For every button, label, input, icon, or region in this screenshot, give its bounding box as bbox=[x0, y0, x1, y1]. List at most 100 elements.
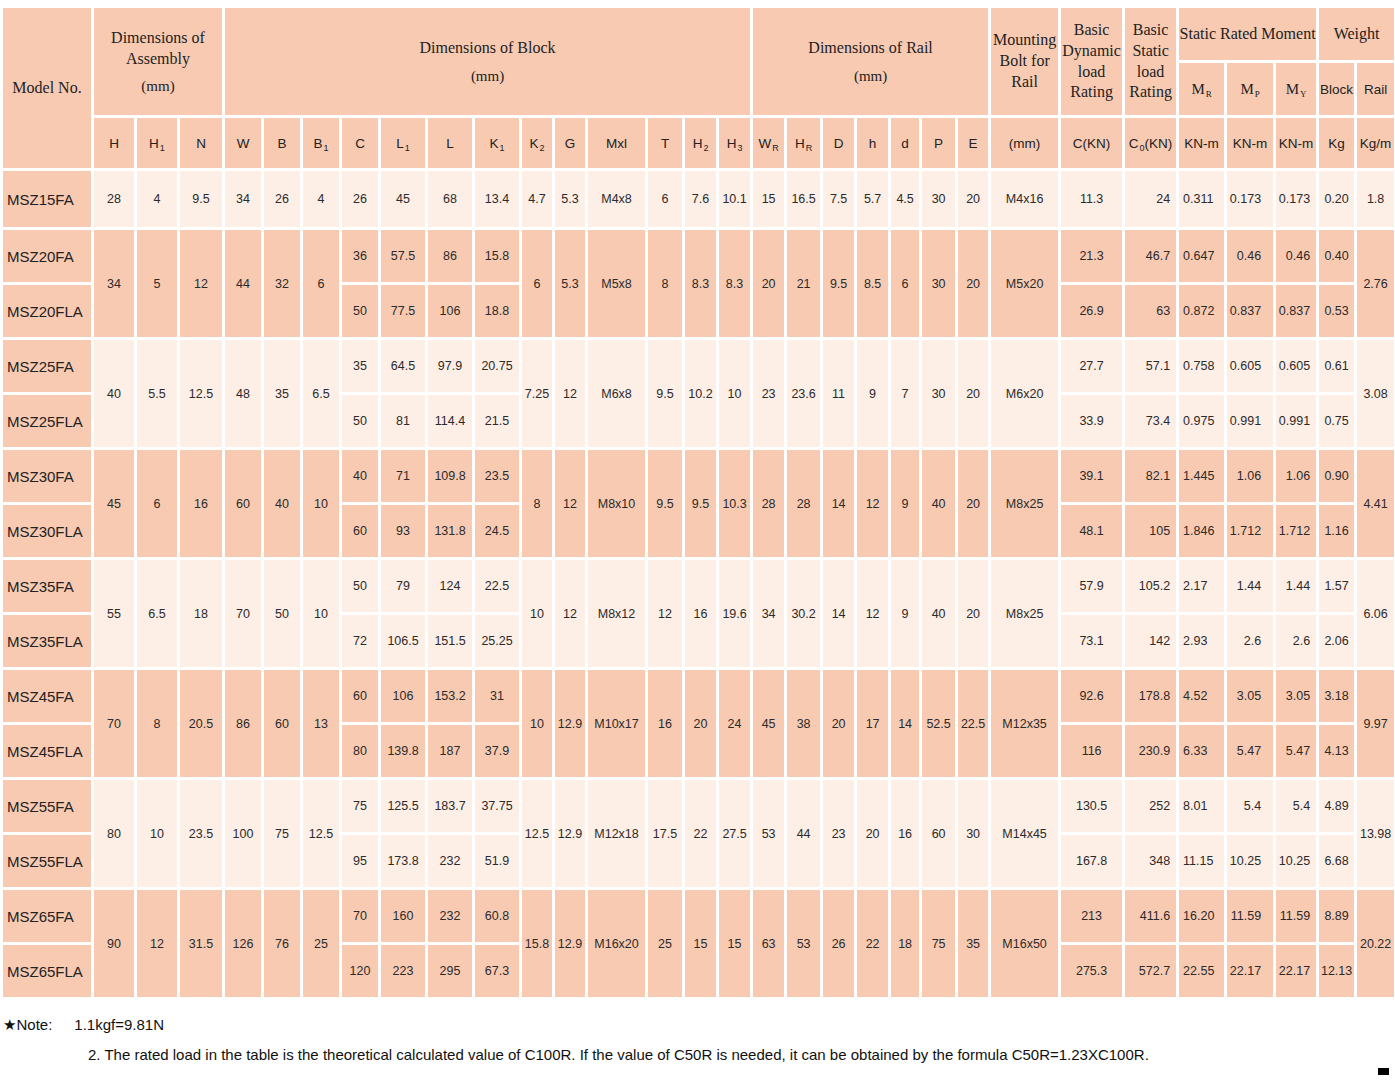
col-label: G bbox=[565, 136, 576, 151]
col-header-kn-m: KN-m bbox=[1227, 118, 1273, 168]
cell-H1: 5 bbox=[137, 230, 177, 337]
cell-rail-weight: 20.22 bbox=[1357, 890, 1394, 997]
cell-K1: 60.8 bbox=[475, 890, 519, 942]
header-row-1: Model No.Dimensions of Assembly(mm)Dimen… bbox=[3, 8, 1394, 60]
cell-T: 12 bbox=[648, 560, 682, 667]
cell-h: 20 bbox=[857, 780, 888, 887]
cell-K1: 21.5 bbox=[475, 395, 519, 447]
cell-L1: 64.5 bbox=[381, 340, 425, 392]
cell-L1: 223 bbox=[381, 945, 425, 997]
cell-C0kn: 411.6 bbox=[1125, 890, 1176, 942]
col-label-sub: 1 bbox=[405, 143, 410, 153]
cell-C0kn: 24 bbox=[1125, 171, 1176, 227]
cell-MR: 0.311 bbox=[1179, 171, 1224, 227]
cell-T: 9.5 bbox=[648, 450, 682, 557]
col-label: H bbox=[727, 136, 737, 151]
cell-WR: 20 bbox=[753, 230, 784, 337]
cell-Ckn: 116 bbox=[1061, 725, 1122, 777]
cell-K2: 8 bbox=[522, 450, 552, 557]
col-label-sub: R bbox=[1206, 89, 1212, 99]
subheader-block: Block bbox=[1319, 63, 1354, 115]
cell-D: 14 bbox=[823, 450, 854, 557]
cell-WR: 53 bbox=[753, 780, 784, 887]
cell-H1: 6 bbox=[137, 450, 177, 557]
cell-L1: 45 bbox=[381, 171, 425, 227]
cell-L1: 106 bbox=[381, 670, 425, 722]
cell-N: 18 bbox=[180, 560, 222, 667]
cell-L1: 57.5 bbox=[381, 230, 425, 282]
col-label-sub: 0 bbox=[1140, 143, 1145, 153]
cell-B1: 10 bbox=[303, 560, 339, 667]
cell-H1: 10 bbox=[137, 780, 177, 887]
cell-G: 12 bbox=[555, 450, 585, 557]
cell-H3: 24 bbox=[719, 670, 750, 777]
col-label: K bbox=[530, 136, 539, 151]
cell-L: 114.4 bbox=[428, 395, 472, 447]
cell-B: 40 bbox=[264, 450, 300, 557]
cell-C0kn: 572.7 bbox=[1125, 945, 1176, 997]
cell-C: 50 bbox=[342, 285, 378, 337]
cell-B: 60 bbox=[264, 670, 300, 777]
col-label-sub: 1 bbox=[324, 143, 329, 153]
cell-L: 232 bbox=[428, 835, 472, 887]
cell-d: 16 bbox=[891, 780, 919, 887]
cell-W: 44 bbox=[225, 230, 261, 337]
note-1: 1.1kgf=9.81N bbox=[74, 1016, 164, 1033]
header-model-no: Model No. bbox=[3, 8, 91, 168]
cell-MR: 11.15 bbox=[1179, 835, 1224, 887]
group-title: Basic Static load Rating bbox=[1125, 20, 1176, 103]
cell-N: 23.5 bbox=[180, 780, 222, 887]
col-label: h bbox=[869, 136, 877, 151]
cell-K2: 6 bbox=[522, 230, 552, 337]
cell-MR: 16.20 bbox=[1179, 890, 1224, 942]
cell-WR: 63 bbox=[753, 890, 784, 997]
cell-h: 12 bbox=[857, 450, 888, 557]
cell-L: 153.2 bbox=[428, 670, 472, 722]
model-cell: MSZ20FA bbox=[3, 230, 91, 282]
cell-H2: 22 bbox=[685, 780, 716, 887]
cell-C: 95 bbox=[342, 835, 378, 887]
cell-B1: 12.5 bbox=[303, 780, 339, 887]
cell-BlockW: 3.18 bbox=[1319, 670, 1354, 722]
cell-E: 20 bbox=[958, 340, 988, 447]
cell-P: 75 bbox=[922, 890, 955, 997]
cell-D: 14 bbox=[823, 560, 854, 667]
header-dimensions-of-rail: Dimensions of Rail(mm) bbox=[753, 8, 988, 115]
col-label: C bbox=[1129, 136, 1139, 151]
cell-MP: 0.46 bbox=[1227, 230, 1273, 282]
col-header-c: C bbox=[342, 118, 378, 168]
col-label: H bbox=[693, 136, 703, 151]
cell-HR: 21 bbox=[787, 230, 820, 337]
cell-K1: 37.9 bbox=[475, 725, 519, 777]
cell-Ckn: 57.9 bbox=[1061, 560, 1122, 612]
cell-L1: 71 bbox=[381, 450, 425, 502]
cell-P: 52.5 bbox=[922, 670, 955, 777]
cell-H1: 6.5 bbox=[137, 560, 177, 667]
cell-d: 18 bbox=[891, 890, 919, 997]
cell-C: 60 bbox=[342, 505, 378, 557]
cell-L1: 160 bbox=[381, 890, 425, 942]
cell-N: 31.5 bbox=[180, 890, 222, 997]
col-label: Mxl bbox=[606, 136, 627, 151]
cell-rail-weight: 1.8 bbox=[1357, 171, 1394, 227]
col-header-kg: Kg bbox=[1319, 118, 1354, 168]
cell-H3: 10 bbox=[719, 340, 750, 447]
cell-K1: 18.8 bbox=[475, 285, 519, 337]
cell-D: 9.5 bbox=[823, 230, 854, 337]
cell-L1: 93 bbox=[381, 505, 425, 557]
group-unit: (mm) bbox=[225, 68, 750, 85]
cell-Ckn: 39.1 bbox=[1061, 450, 1122, 502]
col-label: KN-m bbox=[1233, 136, 1268, 151]
cell-BlockW: 4.89 bbox=[1319, 780, 1354, 832]
group-title: Dimensions of Block bbox=[225, 38, 750, 59]
cell-rail-weight: 2.76 bbox=[1357, 230, 1394, 337]
cell-L: 187 bbox=[428, 725, 472, 777]
col-label: T bbox=[661, 136, 669, 151]
note-2: 2. The rated load in the table is the th… bbox=[88, 1046, 1395, 1063]
cell-MY: 1.44 bbox=[1276, 560, 1316, 612]
spec-table: Model No.Dimensions of Assembly(mm)Dimen… bbox=[0, 5, 1395, 1000]
cell-C: 26 bbox=[342, 171, 378, 227]
cell-MR: 4.52 bbox=[1179, 670, 1224, 722]
col-label-sub: 2 bbox=[540, 143, 545, 153]
cell-E: 20 bbox=[958, 560, 988, 667]
